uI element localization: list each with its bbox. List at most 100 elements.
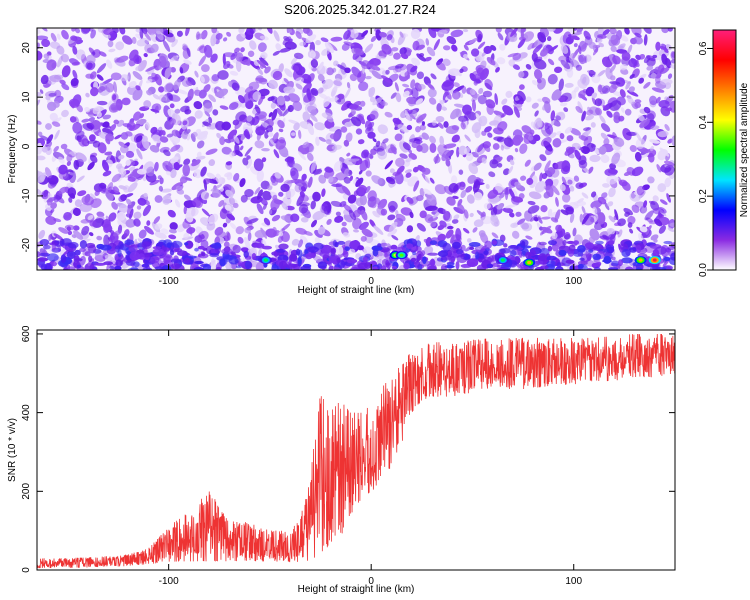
spectrogram-cell [627, 222, 633, 228]
spectrogram-cell [415, 126, 421, 133]
spectrogram-cell [324, 42, 334, 53]
spectrogram-cell [37, 257, 49, 262]
spectrogram-cell [575, 182, 584, 189]
spectrogram-cell [370, 36, 377, 42]
spectrogram-cell [51, 121, 61, 127]
spectrogram-cell [486, 263, 494, 269]
spectrogram-cell [179, 176, 188, 184]
spectrogram-cell [564, 146, 576, 156]
spectrogram-cell [210, 33, 217, 47]
spectrogram-cell [341, 185, 351, 196]
spectrogram-cell [199, 45, 207, 54]
spectrogram-cell [310, 160, 317, 174]
spectrogram-cell [120, 167, 127, 175]
spectrogram-cell [104, 254, 116, 265]
spectrogram-cell [61, 65, 71, 78]
spectrogram-cell [251, 253, 257, 260]
spectrogram-cell [648, 152, 655, 163]
spectrogram-cell [249, 40, 257, 50]
spectrogram-cell [72, 45, 78, 55]
spectrogram-peak [652, 258, 657, 262]
spectrogram-cell [591, 74, 601, 84]
spectrogram-cell [477, 41, 486, 50]
spectrogram-cell [124, 239, 135, 245]
spectrogram-cell [121, 97, 131, 106]
spectrogram-cell [290, 132, 296, 137]
spectrogram-cell [186, 47, 191, 58]
spectrogram-cell [396, 165, 405, 175]
spectrogram-cell [503, 137, 514, 147]
spectrogram-cell [415, 195, 424, 202]
spectrogram-cell [80, 28, 91, 35]
spectrogram-cell [360, 209, 368, 221]
spectrogram-cell [375, 29, 382, 41]
spectrogram-cell [534, 180, 547, 193]
spectrogram-cell [208, 159, 216, 167]
spectrogram-cell [510, 222, 519, 228]
spectrogram-cell [341, 43, 350, 51]
spectrogram-cell [116, 55, 129, 63]
spectrogram-cell [155, 30, 164, 41]
spectrogram-cell [643, 106, 651, 114]
spectrogram-cell [573, 175, 580, 182]
spectrogram-cell [415, 246, 422, 253]
spectrogram-cell [268, 112, 273, 118]
spectrogram-cell [643, 34, 648, 46]
spectrogram-cell [184, 257, 191, 264]
spectrogram-cell [118, 154, 125, 160]
spectrogram-cell [300, 217, 309, 223]
spectrogram-cell [223, 241, 230, 248]
spectrogram-cell [614, 209, 619, 221]
spectrogram-cell [119, 28, 126, 35]
spectrogram-cell [591, 92, 598, 99]
spectrogram-cell [546, 260, 557, 268]
spectrogram-cell [225, 189, 234, 198]
spectrogram-cell [86, 62, 93, 70]
spectrogram-cell [511, 230, 520, 239]
spectrogram-cell [125, 159, 131, 166]
spectrogram-cell [58, 186, 68, 195]
spectrogram-cell [203, 102, 213, 114]
spectrogram-cell [195, 31, 200, 40]
spectrogram-cell [295, 248, 301, 256]
spectrogram-cell [655, 96, 661, 104]
spectrogram-cell [468, 37, 478, 44]
spectrogram-cell [638, 114, 645, 122]
spectrogram-cell [407, 148, 413, 154]
spectrogram-cell [441, 106, 448, 111]
spectrogram-cell [50, 208, 55, 214]
spectrogram-cell [364, 185, 371, 194]
spectrogram-cell [143, 31, 152, 41]
spectrogram-cell [623, 207, 633, 216]
spectrogram-cell [429, 143, 437, 153]
snr-y-tick-label: 0 [21, 567, 32, 573]
spectrogram-cell [355, 197, 364, 207]
spectrogram-cell [239, 145, 244, 151]
spectrogram-cell [123, 185, 130, 193]
spectrogram-cell [580, 42, 588, 50]
spectrogram-cell [509, 212, 515, 218]
spectrogram-cell [406, 196, 414, 204]
spectrogram-cell [395, 213, 406, 222]
spectrogram-cell [49, 198, 54, 203]
spectrogram-cell [74, 249, 81, 256]
spectrogram-x-axis-label: Height of straight line (km) [298, 285, 415, 296]
spectrogram-cell [53, 233, 64, 241]
spectrogram-cell [312, 191, 321, 202]
spectrogram-cell [181, 132, 189, 140]
spectrogram-cell [433, 155, 441, 164]
spectrogram-cell [141, 135, 148, 142]
spectrogram-cell [102, 114, 112, 120]
spectrogram-cell [546, 36, 552, 42]
spectrogram-cell [244, 237, 251, 250]
spectrogram-cell [237, 94, 246, 104]
spectrogram-cell [279, 260, 288, 270]
spectrogram-cell [569, 127, 581, 136]
spectrogram-cell [399, 47, 407, 55]
spectrogram-cell [602, 183, 610, 188]
spectrogram-cell [295, 30, 302, 40]
spectrogram-cell [434, 184, 447, 195]
spectrogram-cell [554, 161, 567, 170]
spectrogram-cell [99, 182, 107, 189]
